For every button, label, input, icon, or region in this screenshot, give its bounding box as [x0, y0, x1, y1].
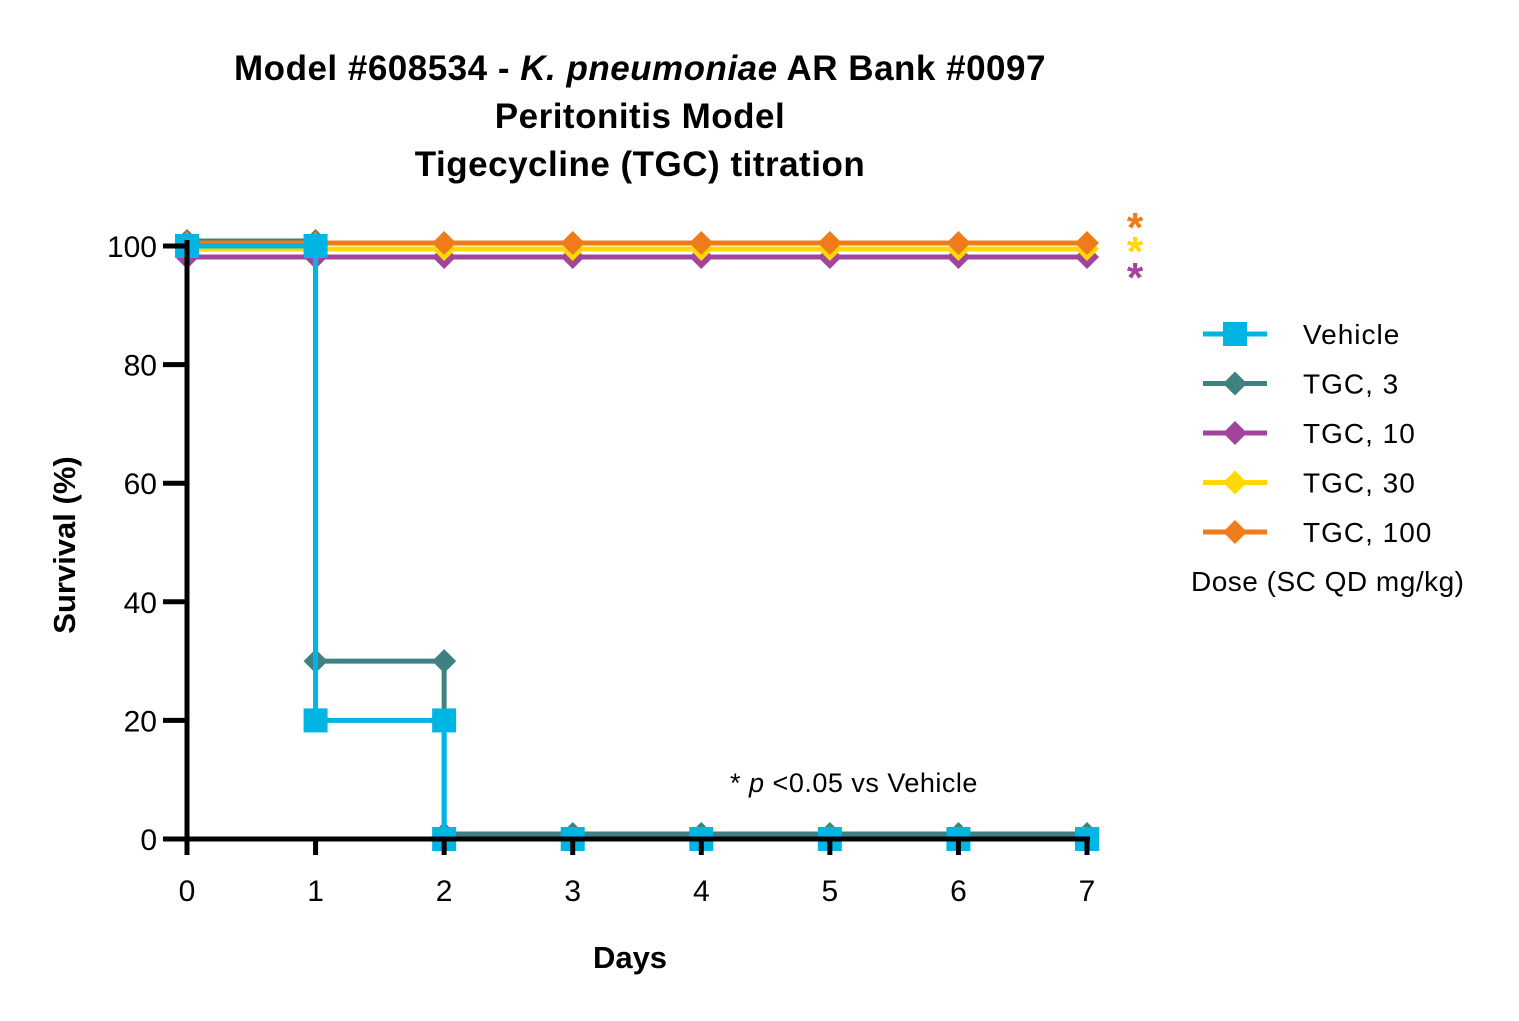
- title-part: K. pneumoniae: [520, 49, 777, 88]
- y-tick-label: 20: [124, 705, 157, 738]
- title-line-3: Tigecycline (TGC) titration: [415, 145, 865, 184]
- title-part: Tigecycline (TGC) titration: [415, 145, 865, 184]
- legend-swatch-marker: [1223, 470, 1247, 495]
- x-tick-label: 3: [564, 875, 581, 908]
- data-point: [817, 231, 842, 255]
- legend-item: TGC, 100: [1203, 517, 1432, 548]
- title-line-2: Peritonitis Model: [495, 97, 785, 136]
- series-line: [187, 243, 1087, 842]
- y-tick-label: 0: [140, 824, 157, 857]
- legend-label: TGC, 30: [1303, 468, 1416, 499]
- x-tick-label: 7: [1079, 875, 1096, 908]
- legend-label: Vehicle: [1303, 319, 1400, 350]
- legend-footer: Dose (SC QD mg/kg): [1191, 566, 1465, 597]
- data-point: [303, 708, 328, 733]
- significance-note: * p <0.05 vs Vehicle: [730, 768, 978, 798]
- data-point: [432, 649, 457, 674]
- data-point: [560, 231, 585, 255]
- legend-label: TGC, 3: [1303, 369, 1399, 400]
- note-part: <0.05 vs Vehicle: [765, 768, 978, 798]
- chart-title: Model #608534 - K. pneumoniae AR Bank #0…: [234, 49, 1046, 184]
- legend-item: TGC, 10: [1203, 418, 1416, 449]
- series-line: [187, 238, 1087, 837]
- title-line-1: Model #608534 - K. pneumoniae AR Bank #0…: [234, 49, 1046, 88]
- y-tick-label: 80: [124, 350, 157, 383]
- data-point: [303, 234, 328, 258]
- title-part: Peritonitis Model: [495, 97, 785, 136]
- x-tick-label: 1: [307, 875, 324, 908]
- y-tick-label: 100: [107, 231, 157, 264]
- data-point: [1075, 231, 1099, 255]
- significance-markers: ***: [1127, 204, 1144, 301]
- legend-item: Vehicle: [1203, 319, 1400, 350]
- significance-asterisk: *: [1127, 254, 1144, 301]
- series-vehicle: [175, 234, 1099, 851]
- x-tick-label: 0: [179, 875, 196, 908]
- legend-swatch-marker: [1223, 371, 1247, 396]
- title-part: AR Bank #0097: [778, 49, 1046, 88]
- data-point: [946, 231, 971, 255]
- note-part: *: [730, 768, 749, 798]
- legend-swatch-marker: [1223, 421, 1247, 445]
- significance-asterisk: *: [1127, 228, 1144, 275]
- annotation: * p <0.05 vs Vehicle: [730, 768, 978, 798]
- x-tick-label: 2: [436, 875, 453, 908]
- legend: Vehicle TGC, 3 TGC, 10 TGC, 30 TGC, 100 Dose …: [1191, 319, 1465, 597]
- note-part: p: [748, 768, 765, 798]
- legend-label: TGC, 100: [1303, 517, 1432, 548]
- plot-axes: 0 1 2 3 4 5 6 7 0 20 40 60 80 100 Days Survival (%): [47, 231, 1095, 975]
- y-tick-label: 40: [124, 587, 157, 620]
- legend-item: TGC, 30: [1203, 468, 1416, 499]
- data-point: [689, 231, 714, 255]
- legend-item: TGC, 3: [1203, 369, 1399, 400]
- x-tick-label: 5: [822, 875, 839, 908]
- y-tick-label: 60: [124, 468, 157, 501]
- legend-swatch-marker: [1223, 520, 1247, 544]
- legend-label: TGC, 10: [1303, 418, 1416, 449]
- y-axis-title: Survival (%): [47, 456, 82, 633]
- data-point: [432, 708, 457, 733]
- title-part: Model #608534 -: [234, 49, 520, 88]
- x-tick-label: 4: [693, 875, 710, 908]
- x-tick-label: 6: [950, 875, 967, 908]
- significance-asterisk: *: [1127, 204, 1144, 251]
- legend-swatch-marker: [1223, 322, 1247, 346]
- data-point: [432, 231, 457, 255]
- x-axis-title: Days: [593, 940, 667, 975]
- plot-series: [175, 229, 1099, 851]
